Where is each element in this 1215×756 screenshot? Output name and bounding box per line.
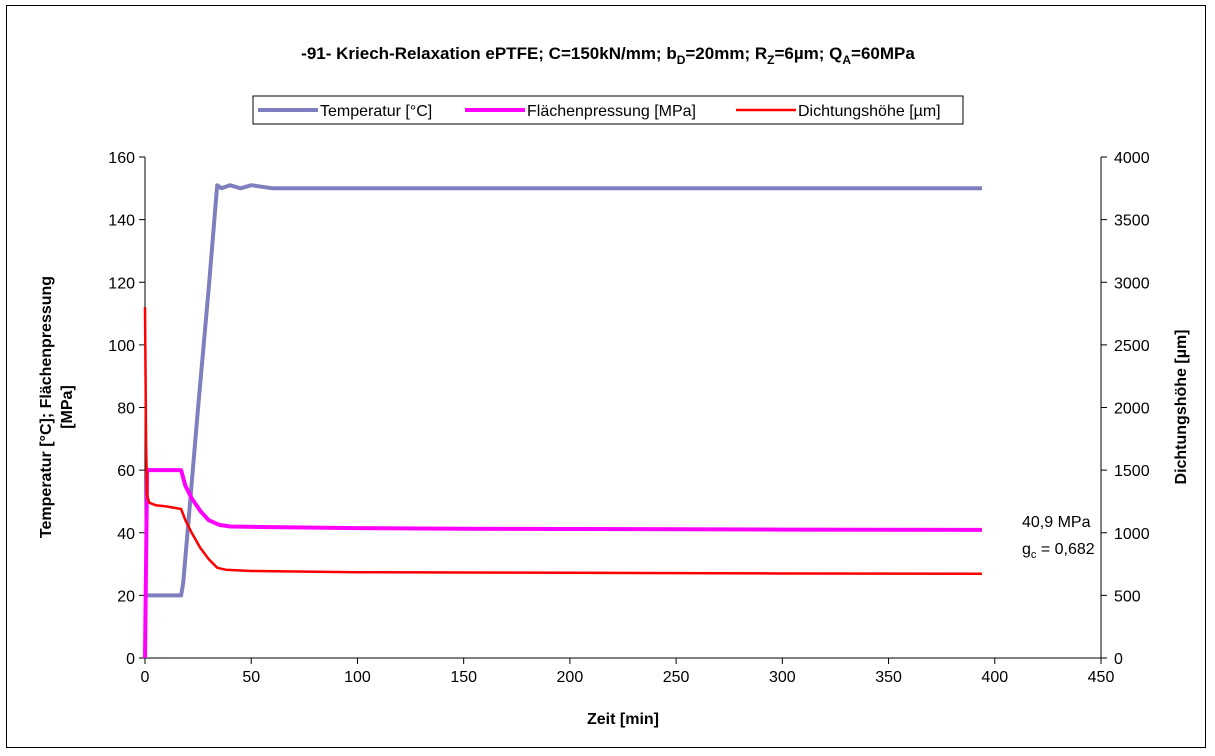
x-tick-label: 400 <box>981 669 1008 686</box>
y-axis-right-title: Dichtungshöhe [µm] <box>1173 330 1190 485</box>
legend: Temperatur [°C] Flächenpressung [MPa] Di… <box>252 95 964 125</box>
legend-label-dichtungshoehe: Dichtungshöhe [µm] <box>798 103 941 120</box>
x-tick-label: 250 <box>663 669 690 686</box>
y-left-tick-label: 0 <box>126 651 135 668</box>
series-group <box>143 183 983 659</box>
chart-title: -91- Kriech-Relaxation ePTFE; C=150kN/mm… <box>301 44 915 67</box>
series-line-temperatur <box>145 183 982 598</box>
x-tick-label: 200 <box>557 669 584 686</box>
y-right-tick-label: 4000 <box>1114 150 1150 167</box>
y-axis-left-title-line2: [MPa] <box>59 385 76 429</box>
legend-label-flaechenpressung: Flächenpressung [MPa] <box>527 103 696 120</box>
y-right-tick-label: 2000 <box>1114 401 1150 418</box>
y-axis-left-title-line1: Temperatur [°C]; Flächenpressung <box>38 276 55 538</box>
tick-group: 0 50 100 150 200 250 300 350 400 4500204060801001… <box>108 150 1149 686</box>
y-right-tick-label: 0 <box>1114 651 1123 668</box>
y-right-tick-label: 500 <box>1114 588 1141 605</box>
x-tick-label: 0 <box>141 669 150 686</box>
y-right-tick-label: 3500 <box>1114 213 1150 230</box>
legend-label-temperatur: Temperatur [°C] <box>320 103 432 120</box>
y-left-tick-label: 120 <box>108 275 135 292</box>
x-tick-label: 50 <box>242 669 260 686</box>
x-axis-title: Zeit [min] <box>587 711 659 728</box>
y-left-tick-label: 60 <box>117 463 135 480</box>
legend-box <box>252 95 964 125</box>
y-right-tick-label: 3000 <box>1114 275 1150 292</box>
annotation-pressure: 40,9 MPa <box>1022 514 1091 531</box>
y-left-tick-label: 20 <box>117 588 135 605</box>
y-right-tick-label: 1500 <box>1114 463 1150 480</box>
annotation-gc: gc = 0,682 <box>1022 541 1095 561</box>
chart-frame <box>6 5 1206 748</box>
x-tick-label: 350 <box>875 669 902 686</box>
x-tick-label: 450 <box>1088 669 1115 686</box>
y-left-tick-label: 40 <box>117 526 135 543</box>
y-left-tick-label: 140 <box>108 213 135 230</box>
y-left-tick-label: 100 <box>108 338 135 355</box>
y-left-tick-label: 80 <box>117 401 135 418</box>
series-line-flaechenpressung <box>143 468 983 659</box>
x-tick-label: 150 <box>450 669 477 686</box>
y-right-tick-label: 2500 <box>1114 338 1150 355</box>
x-tick-label: 300 <box>769 669 796 686</box>
y-right-tick-label: 1000 <box>1114 526 1150 543</box>
series-line-dichtungshoehe <box>143 307 983 576</box>
x-tick-label: 100 <box>344 669 371 686</box>
y-left-tick-label: 160 <box>108 150 135 167</box>
